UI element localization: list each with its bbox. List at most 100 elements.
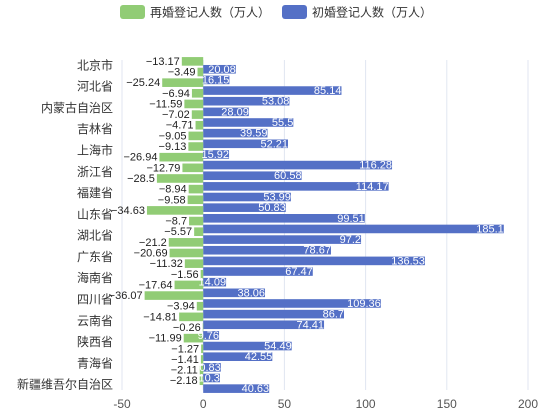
remarriage-bar: [144, 291, 204, 300]
remarriage-bar: [183, 333, 204, 343]
remarriage-bar: [156, 174, 204, 183]
legend-item[interactable]: 初婚登记人数（万人）: [282, 5, 432, 20]
first-marriage-value-label: 116.28: [359, 160, 392, 172]
remarriage-value-label: −9.58: [158, 194, 186, 206]
remarriage-value-label: −28.5: [127, 173, 155, 185]
category-label: 海南省: [77, 270, 113, 285]
x-tick-label: 100: [356, 397, 376, 411]
first-marriage-bar: [203, 309, 345, 319]
remarriage-bar: [199, 365, 204, 375]
legend[interactable]: 再婚登记人数（万人） 初婚登记人数（万人）: [120, 5, 432, 20]
remarriage-bar: [189, 216, 204, 226]
first-marriage-value-label: 114.17: [356, 181, 389, 193]
remarriage-value-label: −1.56: [171, 269, 199, 281]
remarriage-value-label: −13.17: [146, 56, 180, 68]
remarriage-value-label: −12.79: [146, 162, 180, 174]
remarriage-bar: [191, 89, 204, 98]
first-marriage-bar: [203, 182, 389, 191]
first-marriage-value-label: 10.3: [199, 372, 220, 384]
legend-label: 初婚登记人数（万人）: [312, 5, 432, 20]
legend-item[interactable]: 再婚登记人数（万人）: [120, 5, 270, 20]
remarriage-value-label: −3.49: [168, 67, 196, 79]
remarriage-bar: [201, 344, 204, 354]
first-marriage-bar: [203, 256, 425, 266]
remarriage-bar: [195, 120, 204, 130]
first-marriage-bar: [203, 320, 325, 330]
first-marriage-value-label: 10.83: [193, 362, 221, 374]
first-marriage-value-label: 60.58: [274, 170, 302, 182]
remarriage-bar: [174, 280, 204, 290]
first-marriage-value-label: 42.55: [245, 351, 273, 363]
first-marriage-bar: [203, 64, 236, 74]
remarriage-bar: [194, 227, 204, 236]
first-marriage-bar: [203, 75, 230, 85]
first-marriage-bar: [203, 128, 268, 138]
remarriage-value-label: −14.81: [143, 311, 177, 323]
first-marriage-bar: [203, 341, 292, 351]
first-marriage-value-label: 54.49: [264, 341, 292, 353]
remarriage-bar: [188, 131, 204, 141]
category-label: 新疆维吾尔自治区: [17, 377, 113, 392]
category-label: 上海市: [77, 142, 113, 157]
remarriage-value-label: −8.7: [165, 216, 187, 228]
first-marriage-value-label: 53.08: [262, 96, 290, 108]
first-marriage-value-label: 185.1: [476, 223, 504, 235]
category-label: 陕西省: [77, 334, 113, 349]
category-label: 浙江省: [77, 165, 113, 179]
first-marriage-value-label: 20.08: [208, 64, 236, 76]
remarriage-bar: [199, 376, 204, 386]
first-marriage-bar: [203, 373, 220, 383]
remarriage-bar: [196, 301, 204, 311]
remarriage-bar: [187, 195, 204, 205]
first-marriage-bar: [203, 267, 313, 276]
category-label: 青海省: [77, 355, 113, 370]
first-marriage-bar: [203, 384, 270, 393]
first-marriage-bar: [203, 288, 266, 298]
x-axis: -50 0 50 100 150 200: [113, 397, 538, 411]
category-label: 湖北省: [77, 228, 113, 243]
first-marriage-bar: [203, 171, 302, 181]
category-label: 内蒙古自治区: [41, 100, 113, 115]
x-tick-label: 150: [437, 397, 457, 411]
remarriage-value-label: −11.32: [150, 258, 183, 270]
remarriage-value-label: −8.94: [159, 184, 187, 196]
first-marriage-bar: [203, 224, 504, 234]
remarriage-value-label: −2.18: [170, 375, 198, 387]
first-marriage-bar: [203, 139, 288, 149]
remarriage-bar: [169, 248, 204, 258]
first-marriage-value-label: 40.63: [242, 383, 270, 395]
remarriage-value-label: −0.26: [173, 322, 201, 334]
remarriage-bar: [182, 163, 204, 173]
first-marriage-value-label: 74.41: [297, 319, 325, 331]
legend-swatch: [120, 5, 145, 19]
category-label: 河北省: [77, 80, 113, 94]
remarriage-value-label: −5.57: [164, 226, 192, 238]
remarriage-value-label: −6.94: [162, 88, 190, 100]
category-label: 吉林省: [77, 122, 113, 136]
remarriage-value-label: −1.41: [171, 354, 199, 366]
first-marriage-value-label: 50.83: [258, 202, 286, 214]
first-marriage-bar: [203, 160, 393, 170]
first-marriage-value-label: 53.99: [263, 192, 291, 204]
remarriage-bar: [200, 269, 204, 279]
remarriage-bar: [168, 238, 204, 247]
first-marriage-bar: [203, 363, 221, 372]
first-marriage-value-label: 109.36: [347, 298, 381, 310]
remarriage-value-label: −11.59: [149, 98, 182, 110]
y-axis-labels: 北京市河北省内蒙古自治区吉林省上海市浙江省福建省山东省湖北省广东省海南省四川省云…: [17, 57, 113, 391]
remarriage-bar: [202, 323, 204, 332]
remarriage-bar: [197, 67, 204, 77]
category-label: 四川省: [77, 293, 113, 307]
first-marriage-bar: [203, 331, 220, 340]
x-tick-label: -50: [113, 397, 131, 411]
first-marriage-value-label: 39.59: [240, 128, 268, 140]
first-marriage-value-label: 97.2: [340, 234, 361, 246]
first-marriage-bar: [203, 192, 291, 202]
category-label: 广东省: [77, 250, 113, 264]
remarriage-bar: [188, 184, 204, 194]
first-marriage-bar: [203, 245, 331, 255]
first-marriage-value-label: 15.92: [202, 149, 230, 161]
first-marriage-bar: [203, 352, 273, 361]
remarriage-value-label: −9.05: [159, 130, 187, 142]
